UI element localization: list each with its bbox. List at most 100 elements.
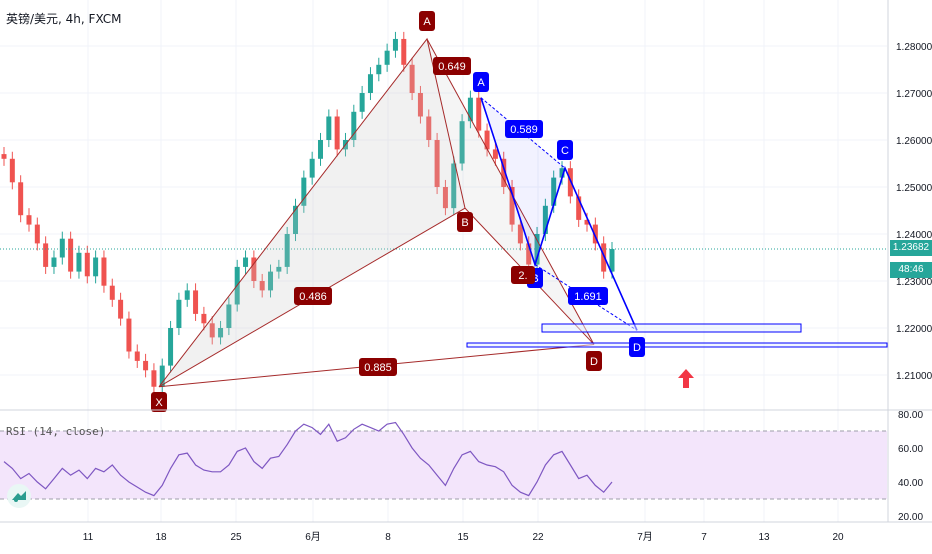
time-tick-label: 18 xyxy=(155,532,167,543)
rsi-tick-label: 60.00 xyxy=(898,444,923,455)
candle-body xyxy=(34,224,40,244)
price-tick-label: 1.26000 xyxy=(896,136,932,147)
candle-body xyxy=(193,290,199,314)
abcd-ac-line xyxy=(480,97,566,169)
harmonic-point-b-box xyxy=(457,212,473,232)
candle-body xyxy=(476,97,482,131)
time-tick-label: 7月 xyxy=(637,531,653,543)
harmonic-point-d[interactable]: D xyxy=(586,351,602,371)
rsi-indicator-label[interactable]: RSI (14, close) xyxy=(6,425,106,438)
ratio-abd-box xyxy=(433,57,471,75)
candle-body xyxy=(126,318,132,352)
price-tick-label: 1.23000 xyxy=(896,277,932,288)
candle-body xyxy=(401,38,407,65)
candle-body xyxy=(9,158,15,183)
harmonic-point-a[interactable]: A xyxy=(419,11,435,31)
candle-body xyxy=(226,304,232,328)
candle-body xyxy=(176,299,182,328)
candle-body xyxy=(276,266,282,272)
harmonic-point-x-text: X xyxy=(155,397,163,409)
ratio-bcd-text: 1.691 xyxy=(574,291,602,303)
bar-countdown-tag: 48:46 xyxy=(890,262,932,278)
rsi-tick-label: 20.00 xyxy=(898,512,923,523)
candle-body xyxy=(118,299,124,319)
symbol-title: 英镑/美元, 4h, FXCM xyxy=(6,12,122,26)
harmonic-xab-fill xyxy=(159,38,465,387)
abcd-point-a-box xyxy=(473,72,489,92)
time-tick-label: 6月 xyxy=(305,531,321,543)
ratio-abd[interactable]: 0.649 xyxy=(433,57,471,75)
candle-body xyxy=(326,116,332,140)
candle-body xyxy=(168,328,174,366)
candle-body xyxy=(609,249,615,272)
ratio-abc[interactable]: 0.589 xyxy=(505,120,543,138)
candle-body xyxy=(467,97,473,122)
time-tick-label: 13 xyxy=(758,532,770,543)
ratio-xab-text: 0.486 xyxy=(299,291,327,303)
candle-body xyxy=(351,111,357,140)
rsi-band xyxy=(0,431,887,499)
candle-body xyxy=(76,252,82,272)
candle-body xyxy=(551,177,557,206)
abcd-point-c-box xyxy=(557,140,573,160)
candle-body xyxy=(293,205,299,234)
candle-body xyxy=(134,351,140,361)
candle-body xyxy=(492,149,498,159)
candle-body xyxy=(259,281,265,291)
candle-body xyxy=(43,243,49,267)
target-zone-lower[interactable] xyxy=(466,342,888,348)
candle-body xyxy=(392,38,398,51)
candle-body xyxy=(159,365,165,387)
candle-body xyxy=(201,313,207,324)
candle-body xyxy=(417,93,423,117)
candle-body xyxy=(409,64,415,93)
candle-body xyxy=(584,219,590,225)
abcd-point-d-box xyxy=(629,337,645,357)
ratio-xd[interactable]: 0.885 xyxy=(359,358,397,376)
candle-body xyxy=(317,140,323,159)
candle-body xyxy=(542,205,548,234)
price-tick-label: 1.22000 xyxy=(896,324,932,335)
abcd-point-a[interactable]: A xyxy=(473,72,489,92)
harmonic-point-b-text: B xyxy=(461,217,468,229)
candle-body xyxy=(68,238,74,272)
buy-arrow-icon xyxy=(678,369,694,388)
candle-body xyxy=(359,93,365,112)
abcd-point-d[interactable]: D xyxy=(629,337,645,357)
ratio-xd-text: 0.885 xyxy=(364,362,392,374)
candle-body xyxy=(592,224,598,244)
harmonic-point-b[interactable]: B xyxy=(457,212,473,232)
candle-body xyxy=(184,290,190,300)
buy-arrow-shape xyxy=(678,369,694,388)
ratio-partial[interactable]: 2. xyxy=(511,266,535,284)
ratio-abd-text: 0.649 xyxy=(438,61,466,73)
ratio-bcd[interactable]: 1.691 xyxy=(568,287,608,305)
candle-body xyxy=(367,74,373,93)
candle-body xyxy=(384,50,390,65)
candle-body xyxy=(559,168,565,178)
candle-body xyxy=(243,257,249,267)
target-zone-upper[interactable] xyxy=(541,323,802,333)
harmonic-point-d-text: D xyxy=(590,356,598,368)
tradingview-logo-icon[interactable] xyxy=(7,484,31,508)
candle-body xyxy=(567,168,573,197)
abcd-point-d-text: D xyxy=(633,342,641,354)
price-tick-label: 1.27000 xyxy=(896,89,932,100)
ratio-abc-box xyxy=(505,120,543,138)
candle-body xyxy=(501,158,507,187)
candle-body xyxy=(59,238,65,258)
harmonic-point-a-box xyxy=(419,11,435,31)
time-tick-label: 11 xyxy=(83,532,94,543)
rsi-line xyxy=(3,421,613,497)
ratio-xab[interactable]: 0.486 xyxy=(294,287,332,305)
candle-body xyxy=(459,121,465,164)
candle-body xyxy=(109,285,115,300)
abcd-point-c[interactable]: C xyxy=(557,140,573,160)
time-tick-label: 22 xyxy=(532,532,544,543)
candle-body xyxy=(526,243,532,265)
harmonic-point-d-box xyxy=(586,351,602,371)
candle-body xyxy=(101,257,107,286)
time-tick-label: 20 xyxy=(832,532,844,543)
harmonic-point-x[interactable]: X xyxy=(151,392,167,412)
